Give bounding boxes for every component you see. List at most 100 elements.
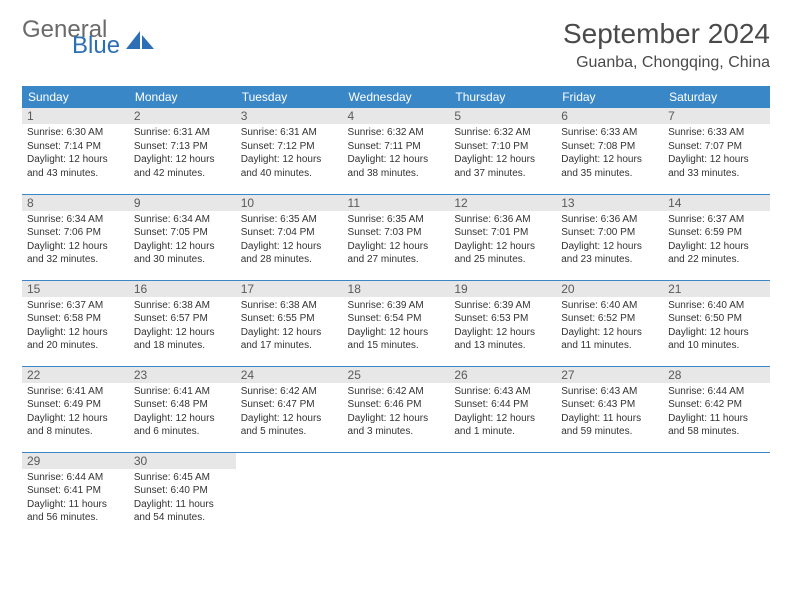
calendar-day: 22 Sunrise: 6:41 AMSunset: 6:49 PMDayligh… <box>22 366 129 452</box>
calendar-day: 8 Sunrise: 6:34 AMSunset: 7:06 PMDaylight… <box>22 194 129 280</box>
calendar-day: 24 Sunrise: 6:42 AMSunset: 6:47 PMDayligh… <box>236 366 343 452</box>
header: General Blue September 2024 Guanba, Chon… <box>22 18 770 72</box>
day-number: 17 <box>236 281 343 297</box>
calendar-empty <box>449 452 556 538</box>
calendar-day: 2 Sunrise: 6:31 AMSunset: 7:13 PMDaylight… <box>129 108 236 194</box>
day-number: 3 <box>236 108 343 124</box>
day-number: 28 <box>663 367 770 383</box>
calendar-row: 22 Sunrise: 6:41 AMSunset: 6:49 PMDayligh… <box>22 366 770 452</box>
day-number: 7 <box>663 108 770 124</box>
day-info: Sunrise: 6:30 AMSunset: 7:14 PMDaylight:… <box>27 126 124 180</box>
day-info: Sunrise: 6:39 AMSunset: 6:53 PMDaylight:… <box>454 299 551 353</box>
day-number: 26 <box>449 367 556 383</box>
day-number: 13 <box>556 195 663 211</box>
day-number: 11 <box>343 195 450 211</box>
day-info: Sunrise: 6:42 AMSunset: 6:46 PMDaylight:… <box>348 385 445 439</box>
day-number: 4 <box>343 108 450 124</box>
calendar-body: 1 Sunrise: 6:30 AMSunset: 7:14 PMDaylight… <box>22 108 770 538</box>
day-info: Sunrise: 6:43 AMSunset: 6:43 PMDaylight:… <box>561 385 658 439</box>
day-number: 25 <box>343 367 450 383</box>
day-number: 27 <box>556 367 663 383</box>
calendar-empty <box>663 452 770 538</box>
day-number: 15 <box>22 281 129 297</box>
calendar-row: 29 Sunrise: 6:44 AMSunset: 6:41 PMDayligh… <box>22 452 770 538</box>
calendar-row: 1 Sunrise: 6:30 AMSunset: 7:14 PMDaylight… <box>22 108 770 194</box>
weekday-header: Friday <box>556 86 663 108</box>
day-info: Sunrise: 6:33 AMSunset: 7:08 PMDaylight:… <box>561 126 658 180</box>
day-info: Sunrise: 6:42 AMSunset: 6:47 PMDaylight:… <box>241 385 338 439</box>
day-number: 5 <box>449 108 556 124</box>
day-info: Sunrise: 6:35 AMSunset: 7:03 PMDaylight:… <box>348 213 445 267</box>
calendar-day: 12Sunrise: 6:36 AMSunset: 7:01 PMDayligh… <box>449 194 556 280</box>
weekday-header: Tuesday <box>236 86 343 108</box>
calendar-day: 7Sunrise: 6:33 AMSunset: 7:07 PMDaylight… <box>663 108 770 194</box>
day-number: 12 <box>449 195 556 211</box>
day-info: Sunrise: 6:43 AMSunset: 6:44 PMDaylight:… <box>454 385 551 439</box>
calendar-day: 30Sunrise: 6:45 AMSunset: 6:40 PMDayligh… <box>129 452 236 538</box>
day-number: 1 <box>22 108 129 124</box>
day-info: Sunrise: 6:34 AMSunset: 7:05 PMDaylight:… <box>134 213 231 267</box>
logo-sail-icon <box>126 31 154 49</box>
day-number: 19 <box>449 281 556 297</box>
title-block: September 2024 Guanba, Chongqing, China <box>563 18 770 72</box>
calendar-day: 27 Sunrise: 6:43 AMSunset: 6:43 PMDayligh… <box>556 366 663 452</box>
calendar-day: 21Sunrise: 6:40 AMSunset: 6:50 PMDayligh… <box>663 280 770 366</box>
day-info: Sunrise: 6:32 AMSunset: 7:11 PMDaylight:… <box>348 126 445 180</box>
calendar-day: 10 Sunrise: 6:35 AMSunset: 7:04 PMDayligh… <box>236 194 343 280</box>
day-number: 9 <box>129 195 236 211</box>
day-info: Sunrise: 6:38 AMSunset: 6:55 PMDaylight:… <box>241 299 338 353</box>
calendar-row: 8 Sunrise: 6:34 AMSunset: 7:06 PMDaylight… <box>22 194 770 280</box>
logo: General Blue <box>22 18 154 58</box>
calendar-day: 3Sunrise: 6:31 AMSunset: 7:12 PMDaylight… <box>236 108 343 194</box>
day-number: 10 <box>236 195 343 211</box>
calendar-day: 28 Sunrise: 6:44 AMSunset: 6:42 PMDayligh… <box>663 366 770 452</box>
calendar-day: 14 Sunrise: 6:37 AMSunset: 6:59 PMDayligh… <box>663 194 770 280</box>
day-info: Sunrise: 6:44 AMSunset: 6:41 PMDaylight:… <box>27 471 124 525</box>
day-number: 8 <box>22 195 129 211</box>
calendar-empty <box>556 452 663 538</box>
day-number: 16 <box>129 281 236 297</box>
calendar-day: 13Sunrise: 6:36 AMSunset: 7:00 PMDayligh… <box>556 194 663 280</box>
weekday-header: Monday <box>129 86 236 108</box>
calendar-day: 16 Sunrise: 6:38 AMSunset: 6:57 PMDayligh… <box>129 280 236 366</box>
day-info: Sunrise: 6:31 AMSunset: 7:13 PMDaylight:… <box>134 126 231 180</box>
calendar-day: 4 Sunrise: 6:32 AMSunset: 7:11 PMDaylight… <box>343 108 450 194</box>
day-number: 2 <box>129 108 236 124</box>
calendar-day: 5 Sunrise: 6:32 AMSunset: 7:10 PMDaylight… <box>449 108 556 194</box>
calendar-row: 15 Sunrise: 6:37 AMSunset: 6:58 PMDayligh… <box>22 280 770 366</box>
day-info: Sunrise: 6:37 AMSunset: 6:59 PMDaylight:… <box>668 213 765 267</box>
calendar-empty <box>343 452 450 538</box>
day-info: Sunrise: 6:38 AMSunset: 6:57 PMDaylight:… <box>134 299 231 353</box>
calendar-day: 19 Sunrise: 6:39 AMSunset: 6:53 PMDayligh… <box>449 280 556 366</box>
weekday-header-row: SundayMondayTuesdayWednesdayThursdayFrid… <box>22 86 770 108</box>
day-number: 30 <box>129 453 236 469</box>
calendar-empty <box>236 452 343 538</box>
month-title: September 2024 <box>563 18 770 50</box>
calendar-day: 6 Sunrise: 6:33 AMSunset: 7:08 PMDaylight… <box>556 108 663 194</box>
day-info: Sunrise: 6:37 AMSunset: 6:58 PMDaylight:… <box>27 299 124 353</box>
calendar-day: 23Sunrise: 6:41 AMSunset: 6:48 PMDayligh… <box>129 366 236 452</box>
weekday-header: Thursday <box>449 86 556 108</box>
day-info: Sunrise: 6:32 AMSunset: 7:10 PMDaylight:… <box>454 126 551 180</box>
day-info: Sunrise: 6:41 AMSunset: 6:49 PMDaylight:… <box>27 385 124 439</box>
calendar-day: 9 Sunrise: 6:34 AMSunset: 7:05 PMDaylight… <box>129 194 236 280</box>
calendar-day: 26 Sunrise: 6:43 AMSunset: 6:44 PMDayligh… <box>449 366 556 452</box>
day-number: 18 <box>343 281 450 297</box>
day-number: 22 <box>22 367 129 383</box>
day-info: Sunrise: 6:35 AMSunset: 7:04 PMDaylight:… <box>241 213 338 267</box>
day-number: 29 <box>22 453 129 469</box>
day-info: Sunrise: 6:40 AMSunset: 6:52 PMDaylight:… <box>561 299 658 353</box>
day-number: 6 <box>556 108 663 124</box>
day-info: Sunrise: 6:39 AMSunset: 6:54 PMDaylight:… <box>348 299 445 353</box>
day-number: 24 <box>236 367 343 383</box>
calendar-table: SundayMondayTuesdayWednesdayThursdayFrid… <box>22 86 770 538</box>
day-info: Sunrise: 6:40 AMSunset: 6:50 PMDaylight:… <box>668 299 765 353</box>
weekday-header: Saturday <box>663 86 770 108</box>
day-info: Sunrise: 6:44 AMSunset: 6:42 PMDaylight:… <box>668 385 765 439</box>
calendar-day: 25 Sunrise: 6:42 AMSunset: 6:46 PMDayligh… <box>343 366 450 452</box>
day-number: 14 <box>663 195 770 211</box>
day-info: Sunrise: 6:34 AMSunset: 7:06 PMDaylight:… <box>27 213 124 267</box>
calendar-day: 17 Sunrise: 6:38 AMSunset: 6:55 PMDayligh… <box>236 280 343 366</box>
calendar-day: 18 Sunrise: 6:39 AMSunset: 6:54 PMDayligh… <box>343 280 450 366</box>
weekday-header: Wednesday <box>343 86 450 108</box>
